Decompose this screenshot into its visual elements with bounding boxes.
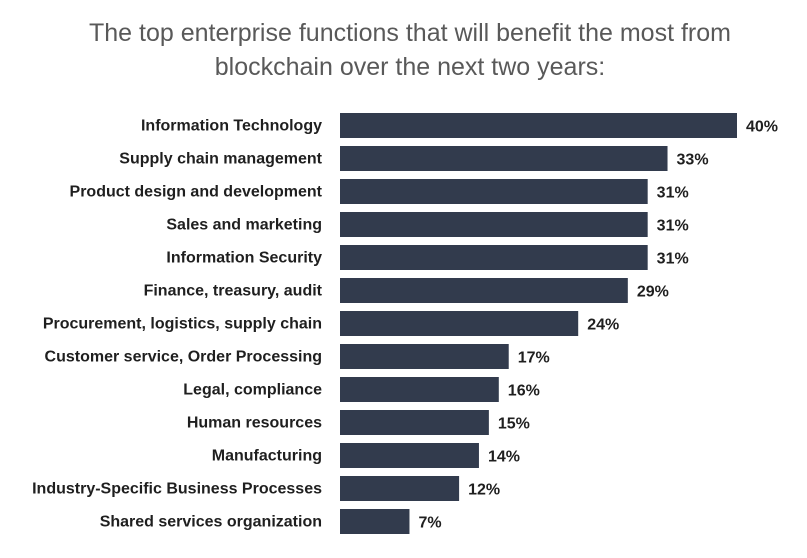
chart-title: The top enterprise functions that will b… — [89, 19, 731, 81]
bar — [340, 179, 648, 204]
value-label: 12% — [468, 482, 500, 499]
category-label: Customer service, Order Processing — [45, 349, 322, 366]
bar — [340, 443, 479, 468]
value-label: 29% — [637, 284, 669, 301]
category-label: Sales and marketing — [166, 217, 322, 234]
category-label: Legal, compliance — [183, 382, 322, 399]
value-label: 31% — [657, 218, 689, 235]
value-label: 7% — [418, 515, 441, 532]
value-label: 16% — [508, 383, 540, 400]
category-label: Industry-Specific Business Processes — [32, 481, 322, 498]
value-label: 17% — [518, 350, 550, 367]
bar — [340, 278, 628, 303]
category-label: Manufacturing — [212, 448, 322, 465]
bar — [340, 476, 460, 501]
category-label: Supply chain management — [119, 151, 322, 168]
value-label: 33% — [677, 152, 709, 169]
category-label: Information Security — [166, 250, 322, 267]
bar — [340, 410, 489, 435]
value-label: 40% — [746, 119, 778, 136]
bar — [340, 377, 499, 402]
category-label: Procurement, logistics, supply chain — [43, 316, 322, 333]
category-label: Information Technology — [141, 118, 322, 135]
bar — [340, 311, 579, 336]
bar — [340, 212, 648, 237]
category-label: Human resources — [187, 415, 322, 432]
bar — [340, 509, 410, 534]
category-label: Shared services organization — [100, 514, 322, 531]
bar — [340, 344, 509, 369]
category-label: Product design and development — [70, 184, 323, 201]
category-label: Finance, treasury, audit — [144, 283, 323, 300]
value-label: 15% — [498, 416, 530, 433]
bar — [340, 245, 648, 270]
bar — [340, 146, 668, 171]
value-label: 31% — [657, 185, 689, 202]
value-label: 24% — [587, 317, 619, 334]
value-label: 14% — [488, 449, 520, 466]
bar — [340, 113, 737, 138]
value-label: 31% — [657, 251, 689, 268]
